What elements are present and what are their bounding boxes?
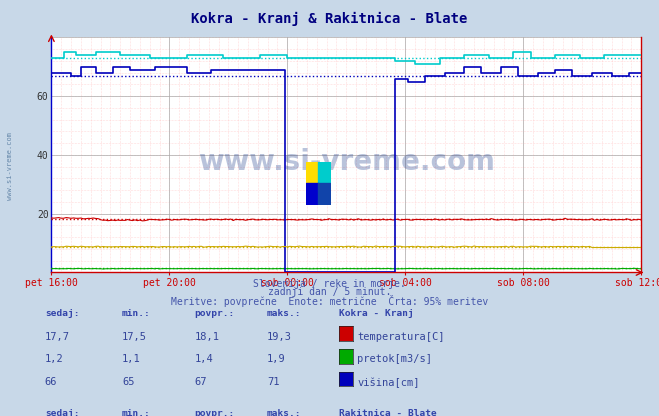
Text: maks.:: maks.: bbox=[267, 309, 301, 318]
Text: 1,9: 1,9 bbox=[267, 354, 285, 364]
Text: maks.:: maks.: bbox=[267, 409, 301, 416]
Text: 66: 66 bbox=[45, 377, 57, 387]
Text: Meritve: povprečne  Enote: metrične  Črta: 95% meritev: Meritve: povprečne Enote: metrične Črta:… bbox=[171, 295, 488, 307]
Text: 18,1: 18,1 bbox=[194, 332, 219, 342]
Text: višina[cm]: višina[cm] bbox=[357, 377, 420, 388]
Text: 1,2: 1,2 bbox=[45, 354, 63, 364]
Text: Kokra - Kranj & Rakitnica - Blate: Kokra - Kranj & Rakitnica - Blate bbox=[191, 12, 468, 26]
Text: 17,7: 17,7 bbox=[45, 332, 70, 342]
Text: www.si-vreme.com: www.si-vreme.com bbox=[7, 132, 13, 201]
Text: sedaj:: sedaj: bbox=[45, 409, 79, 416]
Text: povpr.:: povpr.: bbox=[194, 409, 235, 416]
Text: zadnji dan / 5 minut.: zadnji dan / 5 minut. bbox=[268, 287, 391, 297]
Text: 71: 71 bbox=[267, 377, 279, 387]
Text: min.:: min.: bbox=[122, 309, 151, 318]
Text: Kokra - Kranj: Kokra - Kranj bbox=[339, 309, 414, 318]
Text: 19,3: 19,3 bbox=[267, 332, 292, 342]
Text: sedaj:: sedaj: bbox=[45, 309, 79, 318]
Text: temperatura[C]: temperatura[C] bbox=[357, 332, 445, 342]
Text: 65: 65 bbox=[122, 377, 134, 387]
Text: www.si-vreme.com: www.si-vreme.com bbox=[198, 148, 495, 176]
Text: Rakitnica - Blate: Rakitnica - Blate bbox=[339, 409, 437, 416]
Text: 1,4: 1,4 bbox=[194, 354, 213, 364]
Text: pretok[m3/s]: pretok[m3/s] bbox=[357, 354, 432, 364]
Text: Slovenija / reke in morje.: Slovenija / reke in morje. bbox=[253, 279, 406, 289]
Text: 67: 67 bbox=[194, 377, 207, 387]
Text: 17,5: 17,5 bbox=[122, 332, 147, 342]
Text: 1,1: 1,1 bbox=[122, 354, 140, 364]
Text: min.:: min.: bbox=[122, 409, 151, 416]
Text: povpr.:: povpr.: bbox=[194, 309, 235, 318]
